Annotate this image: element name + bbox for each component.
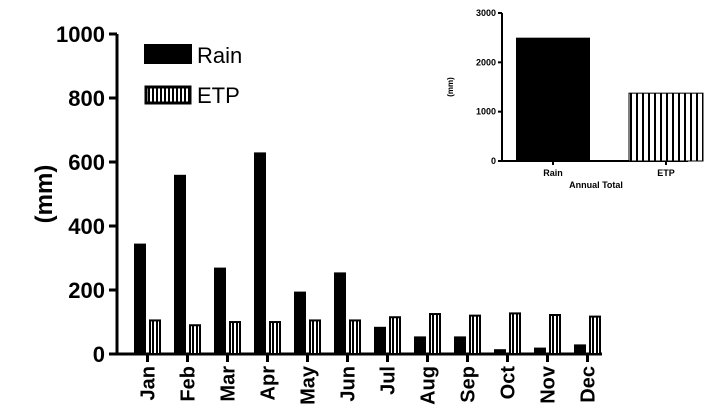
bar-rain [174, 174, 186, 354]
inset-bar-etp [628, 92, 704, 162]
bar-rain [294, 291, 306, 354]
bar-rain [534, 347, 546, 354]
main-y-tick-label: 1000 [56, 22, 105, 47]
bar-rain [334, 272, 346, 354]
main-x-tick-label: Mar [218, 366, 240, 402]
inset-x-tick-label: Rain [543, 168, 563, 178]
main-y-tick-label: 600 [68, 150, 105, 175]
main-y-tick-label: 200 [68, 278, 105, 303]
inset-y-tick-label: 0 [491, 156, 496, 166]
bar-rain [494, 349, 506, 354]
bar-etp [269, 321, 281, 356]
inset-bar-rain [516, 37, 590, 161]
bar-rain [414, 336, 426, 354]
bar-etp [589, 315, 601, 356]
main-x-tick-label: May [298, 365, 320, 405]
main-x-tick-label: Aug [418, 366, 440, 405]
legend: Rain ETP [144, 43, 242, 108]
legend-label-rain: Rain [197, 43, 242, 68]
inset-y-tick-label: 1000 [476, 107, 496, 117]
bar-rain [574, 344, 586, 354]
main-x-tick-label: Feb [178, 366, 200, 402]
main-y-tick-label: 400 [68, 214, 105, 239]
main-x-tick-label: Nov [538, 365, 560, 404]
bar-etp [309, 319, 321, 356]
legend-label-etp: ETP [197, 83, 240, 108]
inset-x-axis-label: Annual Total [569, 180, 623, 190]
main-x-tick-label: Jan [138, 366, 160, 400]
main-x-tick-label: Jul [378, 366, 400, 395]
main-y-axis-label: (mm) [31, 165, 58, 224]
inset-y-axis-label: (mm) [446, 77, 455, 97]
bar-rain [134, 243, 146, 354]
inset-x-tick-label: ETP [657, 168, 675, 178]
bar-etp [389, 316, 401, 355]
bar-rain [454, 336, 466, 354]
bar-rain [374, 326, 386, 354]
bar-etp [509, 312, 521, 355]
bar-rain [254, 152, 266, 354]
bar-etp [469, 314, 481, 356]
bar-etp [429, 313, 441, 356]
main-x-tick-label: Jun [338, 366, 360, 402]
main-x-tick-label: Dec [578, 366, 600, 403]
main-y-tick-label: 0 [93, 342, 105, 367]
bar-rain [214, 267, 226, 354]
main-y-tick-label: 800 [68, 86, 105, 111]
inset-y-tick-label: 3000 [476, 8, 496, 18]
bar-etp [229, 321, 241, 356]
main-x-tick-label: Sep [458, 366, 480, 403]
bar-etp [189, 324, 201, 355]
legend-swatch-rain [144, 44, 192, 64]
bar-etp [349, 319, 361, 356]
bar-etp [549, 314, 561, 355]
bar-etp [149, 319, 161, 356]
main-x-tick-label: Apr [258, 366, 280, 401]
inset-y-tick-label: 2000 [476, 57, 496, 67]
legend-swatch-etp [144, 85, 192, 105]
main-x-tick-label: Oct [498, 366, 520, 400]
